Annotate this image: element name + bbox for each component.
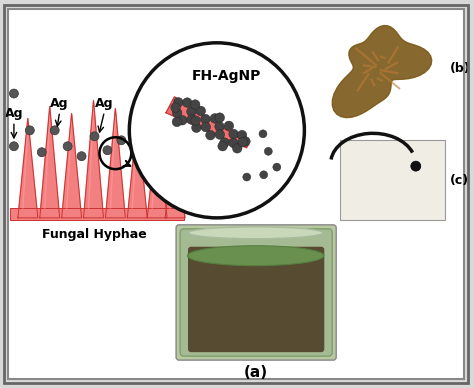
Text: Ag: Ag	[50, 97, 69, 111]
Text: FH-AgNP: FH-AgNP	[192, 69, 262, 83]
Ellipse shape	[189, 227, 323, 239]
Circle shape	[210, 114, 219, 123]
Text: Ag: Ag	[95, 97, 114, 111]
Circle shape	[273, 163, 281, 171]
Circle shape	[243, 173, 251, 181]
Circle shape	[241, 137, 250, 146]
FancyBboxPatch shape	[188, 247, 324, 352]
Circle shape	[218, 141, 228, 151]
Circle shape	[103, 146, 112, 155]
Polygon shape	[40, 106, 60, 218]
Circle shape	[259, 130, 267, 138]
Circle shape	[215, 130, 225, 139]
Circle shape	[133, 129, 142, 138]
Circle shape	[201, 114, 210, 124]
Text: Fungal Hyphae: Fungal Hyphae	[42, 228, 147, 241]
Circle shape	[206, 130, 215, 140]
FancyBboxPatch shape	[180, 229, 332, 356]
Circle shape	[201, 122, 210, 132]
Polygon shape	[128, 118, 147, 218]
Circle shape	[196, 106, 206, 116]
Circle shape	[173, 108, 182, 118]
Circle shape	[178, 116, 187, 125]
Ellipse shape	[188, 246, 324, 266]
Circle shape	[411, 161, 421, 171]
Text: (b): (b)	[450, 62, 470, 75]
Circle shape	[77, 152, 86, 161]
Text: (c): (c)	[450, 173, 469, 187]
Circle shape	[215, 113, 225, 122]
Circle shape	[63, 142, 72, 151]
Text: Ag: Ag	[5, 107, 23, 120]
FancyBboxPatch shape	[8, 9, 464, 379]
Circle shape	[9, 142, 18, 151]
Circle shape	[129, 43, 304, 218]
Circle shape	[171, 103, 180, 113]
Polygon shape	[83, 100, 103, 218]
Circle shape	[220, 138, 229, 147]
Circle shape	[26, 126, 34, 135]
Circle shape	[90, 132, 99, 141]
Circle shape	[238, 137, 247, 147]
Polygon shape	[105, 109, 125, 218]
Polygon shape	[62, 113, 82, 218]
Polygon shape	[18, 118, 38, 218]
Circle shape	[182, 98, 192, 107]
Circle shape	[173, 97, 183, 107]
Circle shape	[260, 171, 268, 179]
Circle shape	[147, 139, 155, 148]
Circle shape	[191, 116, 201, 125]
Circle shape	[237, 130, 247, 140]
Circle shape	[187, 107, 196, 116]
FancyBboxPatch shape	[10, 208, 184, 220]
Circle shape	[191, 123, 201, 132]
Circle shape	[224, 121, 234, 131]
Circle shape	[117, 136, 126, 145]
Circle shape	[173, 136, 182, 145]
Polygon shape	[332, 26, 432, 118]
Polygon shape	[166, 97, 248, 148]
Text: (a): (a)	[244, 365, 268, 380]
Circle shape	[191, 100, 200, 109]
Polygon shape	[165, 138, 185, 218]
FancyBboxPatch shape	[176, 225, 336, 360]
Circle shape	[172, 117, 182, 126]
FancyBboxPatch shape	[340, 140, 445, 220]
Circle shape	[229, 129, 238, 139]
Polygon shape	[147, 128, 167, 218]
Circle shape	[37, 148, 46, 157]
Circle shape	[160, 129, 169, 138]
Circle shape	[9, 89, 18, 98]
Circle shape	[215, 122, 224, 131]
Circle shape	[187, 115, 196, 125]
Circle shape	[232, 144, 242, 153]
Circle shape	[50, 126, 59, 135]
Circle shape	[264, 147, 272, 155]
Circle shape	[228, 138, 238, 148]
